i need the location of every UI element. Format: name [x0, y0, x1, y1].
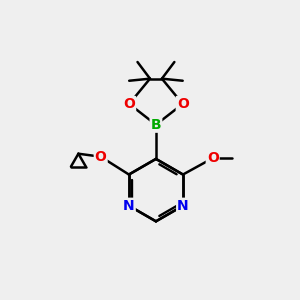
Text: O: O: [207, 151, 219, 165]
Text: N: N: [177, 199, 189, 213]
Text: O: O: [123, 97, 135, 111]
Text: O: O: [95, 150, 106, 164]
Text: O: O: [177, 97, 189, 111]
Text: B: B: [151, 118, 161, 132]
Text: N: N: [123, 199, 135, 213]
